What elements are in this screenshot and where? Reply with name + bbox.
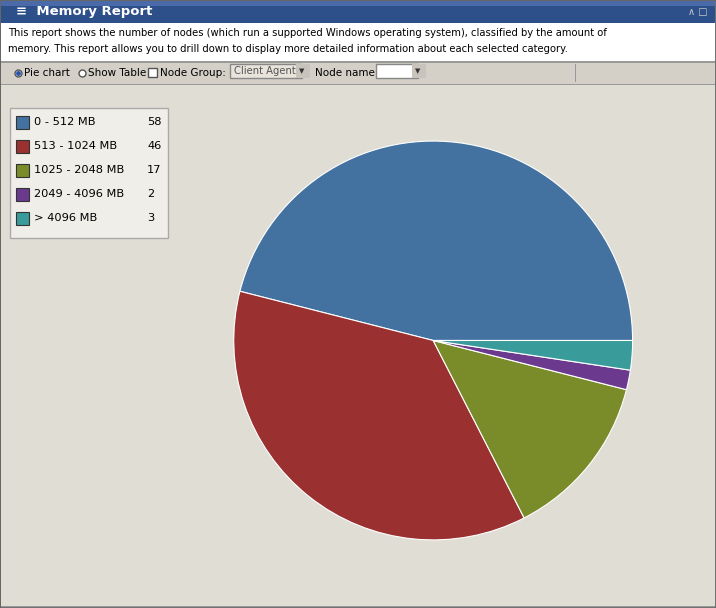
Bar	[1, 84, 715, 607]
Bar	[10, 108, 168, 238]
Bar	[16, 212, 29, 225]
Bar	[1, 1, 715, 23]
Text: 17: 17	[147, 165, 162, 175]
Bar	[1, 23, 715, 61]
Text: ≡  Memory Report: ≡ Memory Report	[16, 5, 153, 18]
Text: 3: 3	[147, 213, 154, 223]
Bar	[148, 68, 157, 77]
Wedge shape	[433, 340, 633, 370]
Text: Node Group:: Node Group:	[160, 68, 226, 78]
Text: Node name:: Node name:	[315, 68, 379, 78]
Wedge shape	[433, 340, 630, 390]
Text: memory. This report allows you to drill down to display more detailed informatio: memory. This report allows you to drill …	[8, 44, 568, 54]
Bar	[16, 140, 29, 153]
Text: 46: 46	[147, 141, 161, 151]
Bar	[376, 64, 418, 78]
Bar	[230, 64, 302, 78]
Bar	[16, 164, 29, 177]
Text: 513 - 1024 MB: 513 - 1024 MB	[34, 141, 117, 151]
Text: ▼: ▼	[299, 68, 304, 74]
Text: 0 - 512 MB: 0 - 512 MB	[34, 117, 95, 127]
Bar	[1, 84, 715, 85]
Text: This report shows the number of nodes (which run a supported Windows operating s: This report shows the number of nodes (w…	[8, 28, 607, 38]
Bar	[1, 1, 715, 6]
Wedge shape	[240, 141, 633, 340]
Bar	[1, 62, 715, 63]
Bar	[1, 61, 715, 62]
Text: ▼: ▼	[415, 68, 420, 74]
Text: Client Agent: Client Agent	[234, 66, 296, 76]
Text: > 4096 MB: > 4096 MB	[34, 213, 97, 223]
Text: Show Table: Show Table	[88, 68, 146, 78]
Bar	[16, 116, 29, 129]
Bar	[575, 64, 576, 82]
Text: Pie chart: Pie chart	[24, 68, 70, 78]
Bar	[296, 64, 310, 78]
Bar	[16, 188, 29, 201]
Text: 1025 - 2048 MB: 1025 - 2048 MB	[34, 165, 125, 175]
Text: 58: 58	[147, 117, 162, 127]
Text: 2049 - 4096 MB: 2049 - 4096 MB	[34, 189, 124, 199]
Text: 2: 2	[147, 189, 154, 199]
Wedge shape	[433, 340, 626, 518]
Text: ∧ □: ∧ □	[688, 7, 707, 17]
Wedge shape	[233, 291, 524, 540]
Bar	[412, 64, 426, 78]
Bar	[1, 606, 715, 607]
Bar	[1, 62, 715, 84]
